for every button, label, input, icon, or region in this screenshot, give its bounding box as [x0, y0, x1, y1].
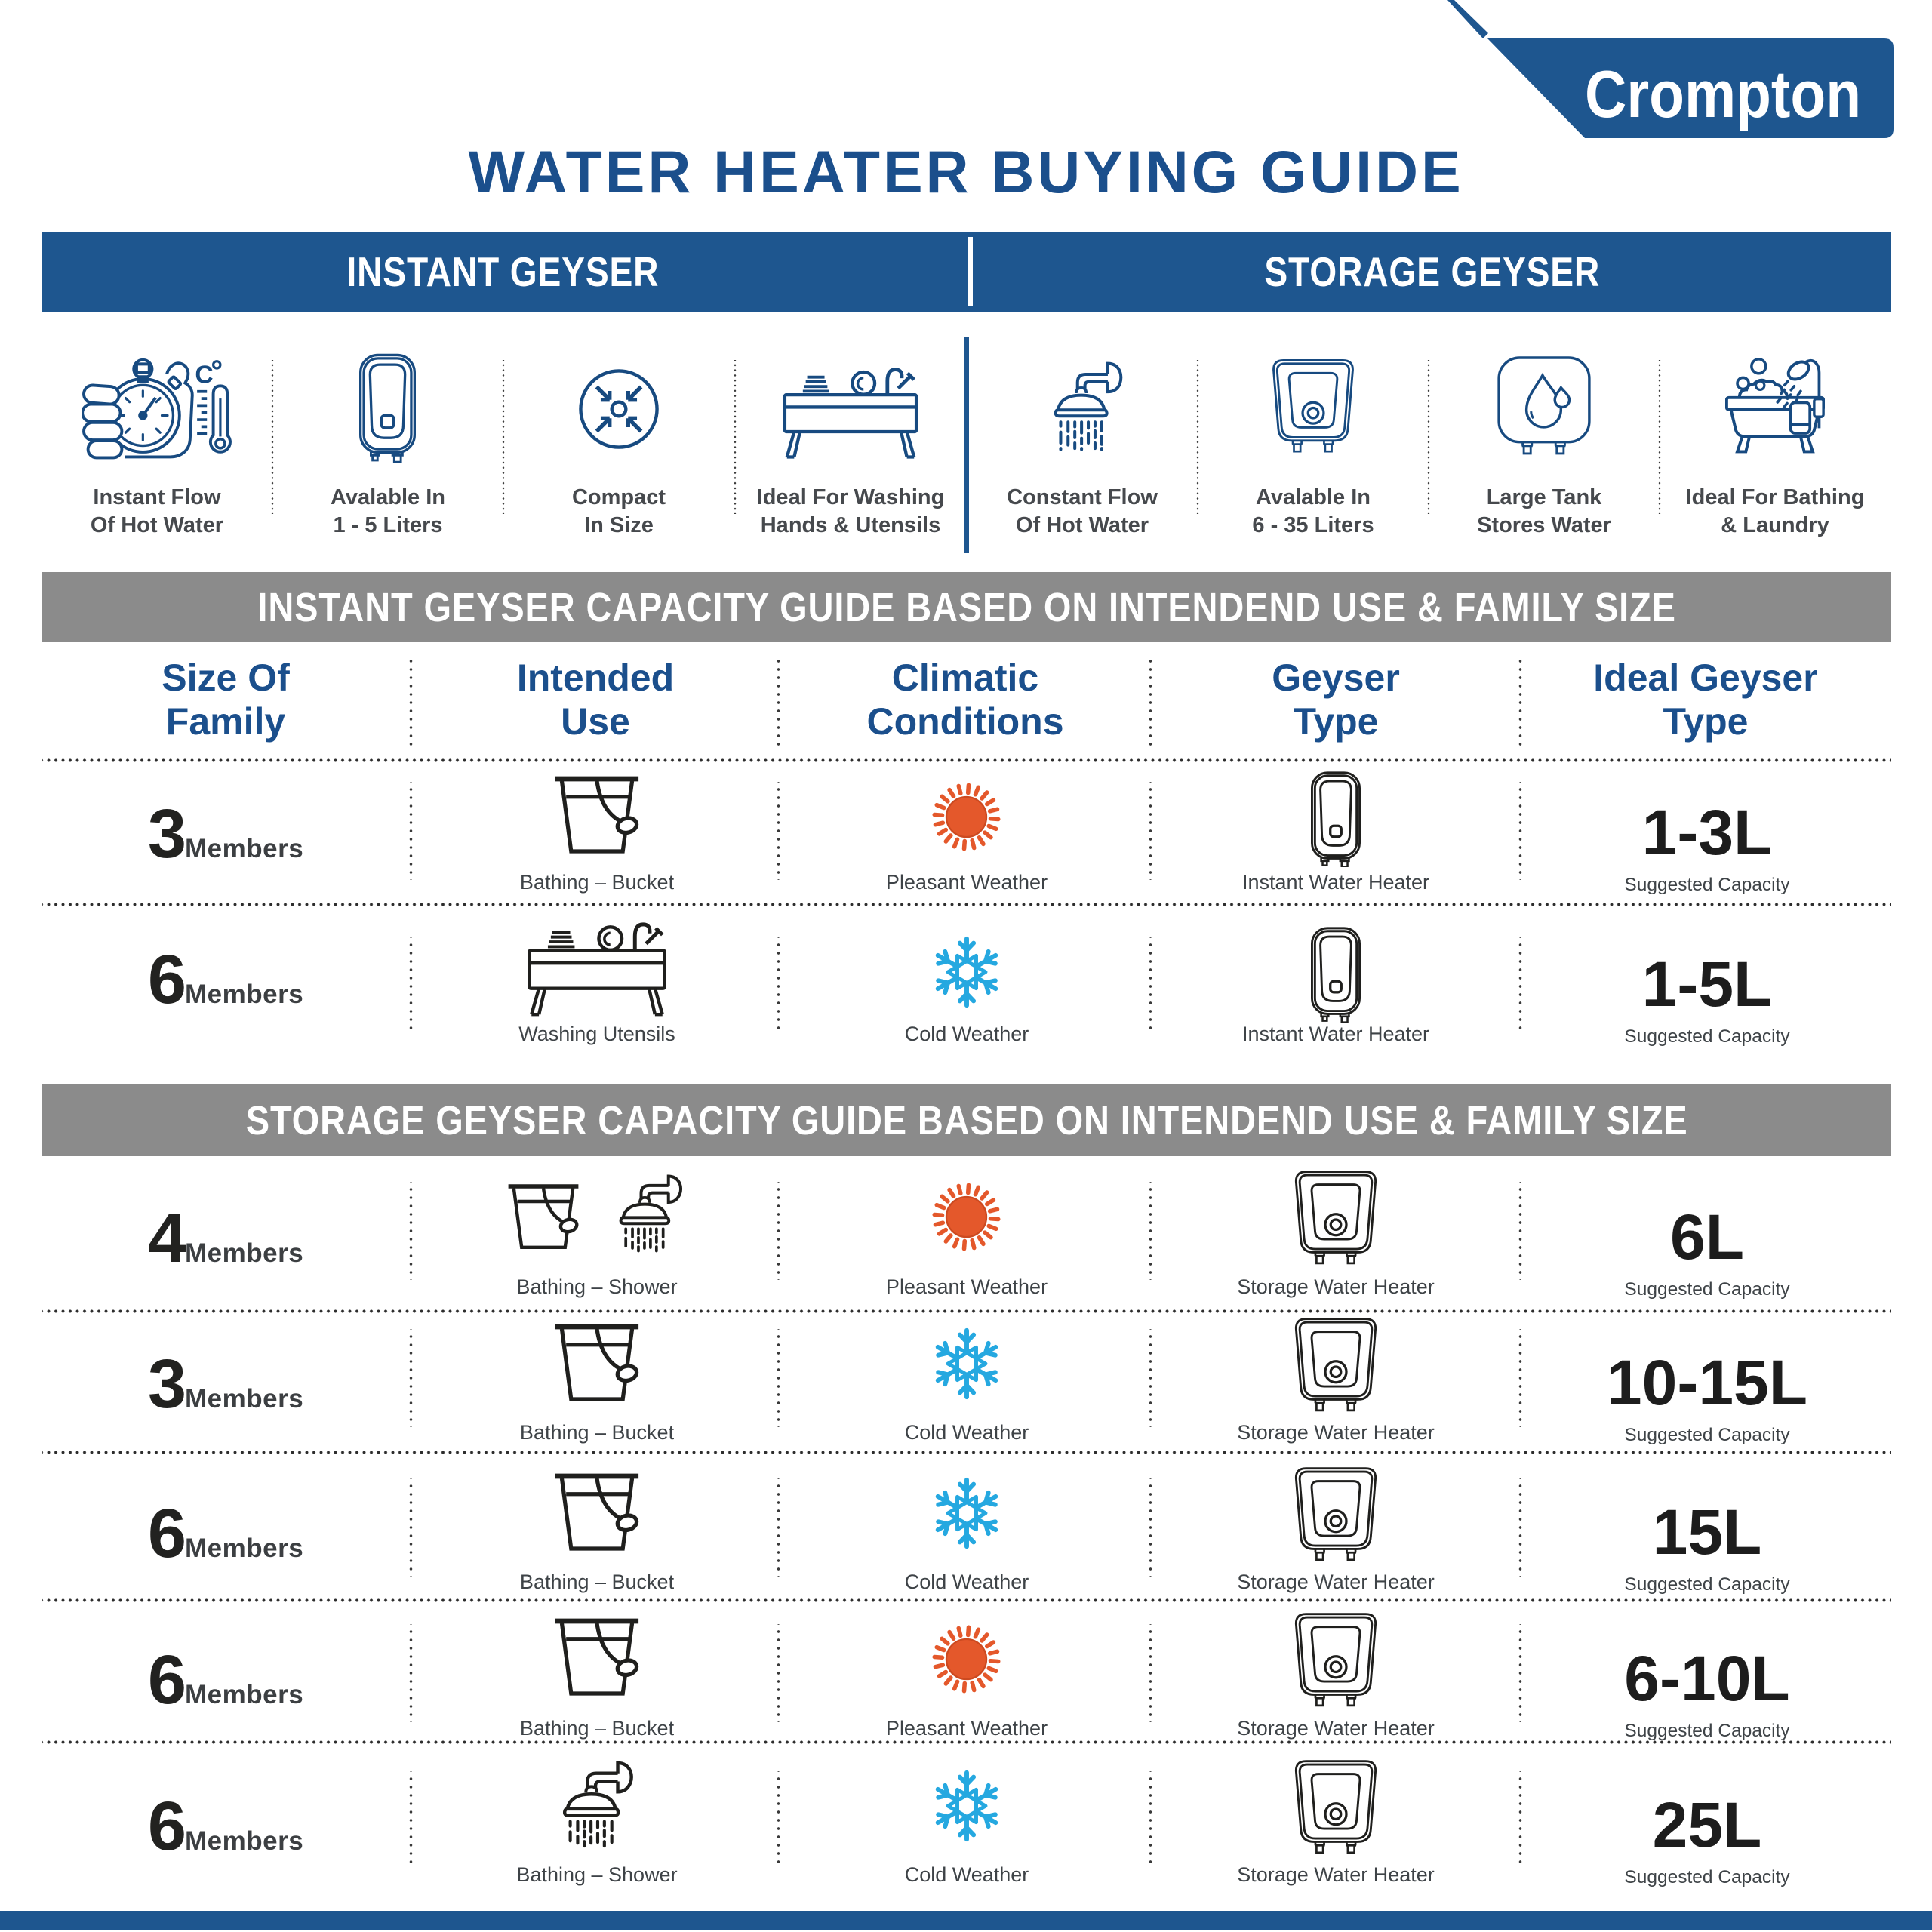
svg-text:Crompton: Crompton	[1585, 57, 1861, 131]
